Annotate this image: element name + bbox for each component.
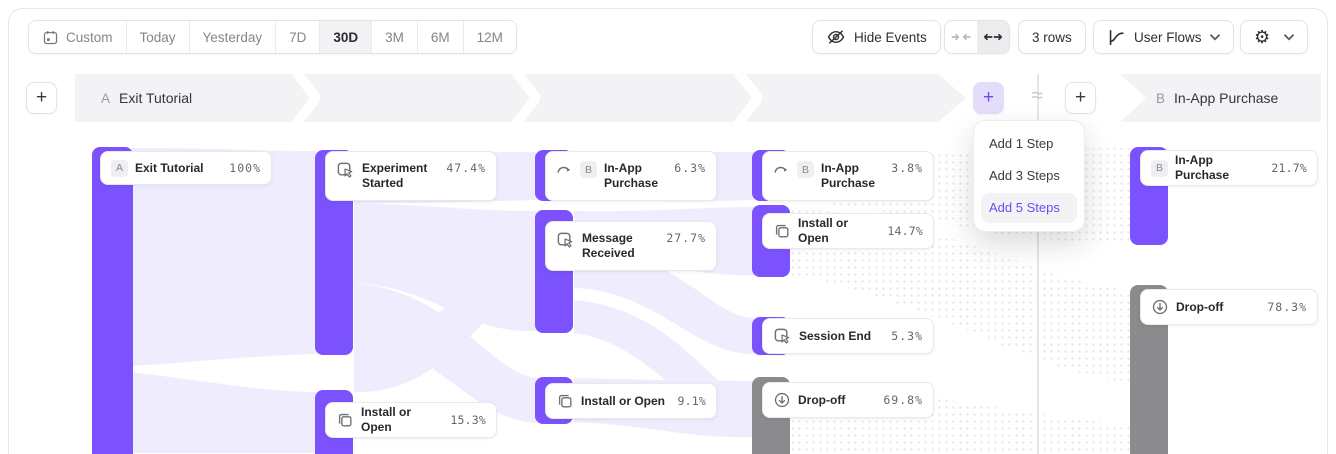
event-icon: [556, 231, 575, 250]
flow-node-card[interactable]: Install or Open 15.3%: [325, 402, 497, 438]
date-range-6m[interactable]: 6M: [416, 21, 463, 53]
date-range-yesterday[interactable]: Yesterday: [188, 21, 276, 53]
date-range-today[interactable]: Today: [125, 21, 189, 53]
column-width-toggle: [944, 20, 1010, 54]
date-range-custom[interactable]: Custom: [29, 21, 126, 53]
date-range-label: Custom: [66, 29, 113, 45]
flow-node-card[interactable]: A Exit Tutorial 100%: [100, 151, 272, 185]
chevron-down-icon: [1284, 33, 1294, 41]
view-selector-dropdown[interactable]: User Flows: [1093, 20, 1234, 54]
menu-item-add-5-steps[interactable]: Add 5 Steps: [981, 193, 1077, 223]
dropoff-icon: [773, 391, 791, 409]
add-steps-menu: Add 1 Step Add 3 Steps Add 5 Steps: [973, 120, 1085, 232]
node-percent: 3.8%: [891, 161, 923, 175]
jump-arrow-icon: [773, 161, 790, 178]
node-name: In-App Purchase: [1175, 153, 1230, 182]
eye-off-icon: [826, 27, 846, 47]
node-percent: 9.1%: [677, 393, 706, 408]
node-percent: 27.7%: [666, 231, 706, 245]
step-letter-badge: B: [797, 161, 814, 178]
menu-item-add-1-step[interactable]: Add 1 Step: [989, 136, 1054, 151]
gear-icon: ⚙: [1254, 27, 1271, 47]
copy-icon: [336, 411, 354, 429]
node-name: Drop-off: [798, 392, 846, 407]
step-letter-badge: B: [580, 161, 597, 178]
date-range-30d-selected[interactable]: 30D: [319, 21, 372, 53]
event-icon: [773, 327, 792, 346]
hide-events-button[interactable]: Hide Events: [812, 20, 941, 54]
flow-node-card[interactable]: Experiment Started 47.4%: [325, 151, 497, 201]
node-name: Install or Open: [361, 405, 412, 434]
add-step-before-button[interactable]: +: [26, 82, 57, 114]
copy-icon: [773, 222, 791, 240]
flow-node-card[interactable]: Install or Open 14.7%: [762, 213, 934, 249]
collapse-arrows-icon: [950, 26, 972, 48]
event-icon: [336, 161, 355, 180]
dropoff-icon: [1151, 298, 1169, 316]
rows-count-button[interactable]: 3 rows: [1018, 20, 1086, 54]
node-percent: 78.3%: [1267, 299, 1307, 314]
node-percent: 5.3%: [891, 328, 923, 343]
jump-arrow-icon: [556, 161, 573, 178]
settings-menu-button[interactable]: ⚙: [1240, 20, 1308, 54]
step-name: In-App Purchase: [1174, 90, 1279, 106]
step-name: Exit Tutorial: [119, 90, 193, 106]
flow-node-card[interactable]: Drop-off 78.3%: [1140, 289, 1318, 325]
add-step-after-a-button[interactable]: +: [973, 82, 1004, 114]
flow-node-card[interactable]: Drop-off 69.8%: [762, 382, 934, 418]
flow-node-card[interactable]: B In-App Purchase 6.3%: [545, 151, 717, 201]
step-header-a[interactable]: A Exit Tutorial: [75, 74, 966, 122]
step-letter: B: [1156, 90, 1166, 106]
node-name: Install or Open: [581, 393, 666, 408]
step-letter: A: [101, 90, 111, 106]
menu-item-add-3-steps[interactable]: Add 3 Steps: [989, 168, 1060, 183]
node-percent: 69.8%: [883, 392, 923, 407]
node-percent: 100%: [229, 160, 261, 175]
step-letter-badge: A: [111, 159, 128, 177]
approx-gap-icon: ≈: [1031, 84, 1043, 107]
add-step-before-b-button[interactable]: +: [1065, 82, 1096, 114]
date-range-selector: Custom Today Yesterday 7D 30D 3M 6M 12M: [28, 20, 517, 54]
flow-node-card[interactable]: Message Received 27.7%: [545, 221, 717, 271]
date-range-3m[interactable]: 3M: [371, 21, 417, 53]
node-percent: 6.3%: [674, 161, 706, 175]
flow-bar-exit-tutorial[interactable]: [92, 147, 133, 454]
flow-node-card[interactable]: B In-App Purchase 3.8%: [762, 151, 934, 201]
node-name: In-App Purchase: [821, 161, 876, 190]
node-name: Session End: [799, 328, 872, 343]
node-percent: 14.7%: [887, 223, 923, 238]
date-range-7d[interactable]: 7D: [275, 21, 320, 53]
expand-arrows-icon: [982, 26, 1004, 48]
view-selector-label: User Flows: [1134, 29, 1202, 45]
date-range-12m[interactable]: 12M: [462, 21, 516, 53]
hide-events-label: Hide Events: [854, 29, 927, 45]
node-name: Install or Open: [798, 216, 849, 245]
step-letter-badge: B: [1151, 159, 1168, 177]
node-name: Exit Tutorial: [135, 160, 204, 175]
node-name: Message Received: [582, 231, 635, 260]
rows-count-label: 3 rows: [1032, 29, 1072, 45]
node-name: Drop-off: [1176, 299, 1224, 314]
flow-node-card[interactable]: B In-App Purchase 21.7%: [1140, 150, 1318, 186]
node-name: Experiment Started: [362, 161, 428, 190]
flow-node-card[interactable]: Session End 5.3%: [762, 318, 934, 354]
node-name: In-App Purchase: [604, 161, 659, 190]
expand-columns-button[interactable]: [977, 21, 1009, 53]
calendar-icon: [42, 29, 59, 46]
step-header-b[interactable]: B In-App Purchase: [1120, 74, 1321, 122]
flow-node-card[interactable]: Install or Open 9.1%: [545, 383, 717, 419]
section-divider-line: [1037, 74, 1039, 454]
collapse-columns-button[interactable]: [945, 21, 977, 53]
chevron-down-icon: [1209, 33, 1220, 41]
node-percent: 21.7%: [1271, 160, 1307, 175]
copy-icon: [556, 392, 574, 410]
node-percent: 47.4%: [446, 161, 486, 175]
node-percent: 15.3%: [450, 412, 486, 427]
flow-chart-icon: [1107, 28, 1126, 47]
